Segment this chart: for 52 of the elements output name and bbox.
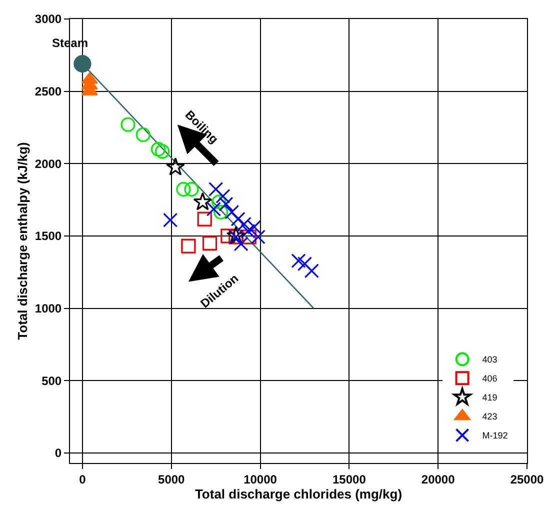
point	[212, 194, 226, 210]
point	[193, 192, 212, 210]
legend-label: 423	[482, 412, 498, 422]
point	[74, 55, 92, 73]
legend-label: M-192	[482, 430, 508, 441]
point	[236, 216, 252, 232]
y-tick-label: 3000	[34, 12, 62, 26]
point	[154, 144, 170, 159]
point	[230, 212, 246, 226]
point	[120, 117, 136, 132]
point	[162, 212, 178, 228]
y-tick-label: 500	[42, 374, 62, 388]
point	[304, 263, 319, 278]
legend-label: 403	[482, 354, 498, 365]
y-tick-label: 2000	[34, 156, 62, 171]
point	[220, 228, 236, 244]
x-tick-label: 15000	[332, 472, 366, 486]
x-tick-label: 20000	[421, 472, 456, 486]
y-tick-label: 1500	[34, 229, 62, 244]
x-axis-title: Total discharge chlorides (mg/kg)	[194, 486, 402, 502]
point	[234, 236, 248, 252]
x-tick-label: 25000	[510, 472, 544, 486]
point	[246, 220, 262, 234]
y-tick-label: 1000	[34, 301, 62, 316]
point	[208, 182, 224, 197]
x-tick-label: 10000	[244, 472, 278, 486]
point	[224, 204, 240, 220]
point	[297, 256, 312, 272]
y-tick-label: 2500	[34, 84, 62, 99]
point	[240, 224, 256, 238]
point	[291, 254, 306, 268]
legend-label: 406	[482, 374, 498, 384]
legend-label: 419	[482, 392, 498, 403]
point	[213, 204, 228, 220]
point	[197, 212, 212, 226]
point	[181, 238, 196, 254]
y-axis-title: Total discharge enthalpy (kJ/kg)	[14, 142, 30, 340]
point	[250, 230, 266, 244]
point	[166, 157, 185, 176]
point	[206, 202, 221, 216]
point	[242, 230, 256, 244]
point	[218, 196, 234, 212]
x-tick-label: 0	[79, 472, 86, 486]
point	[202, 236, 218, 250]
y-tick-label: 0	[54, 446, 62, 460]
point	[176, 182, 191, 197]
point	[184, 182, 199, 197]
point	[150, 142, 166, 156]
point	[226, 226, 246, 244]
point	[216, 188, 230, 204]
point	[136, 127, 150, 142]
x-tick-label: 5000	[158, 472, 186, 486]
